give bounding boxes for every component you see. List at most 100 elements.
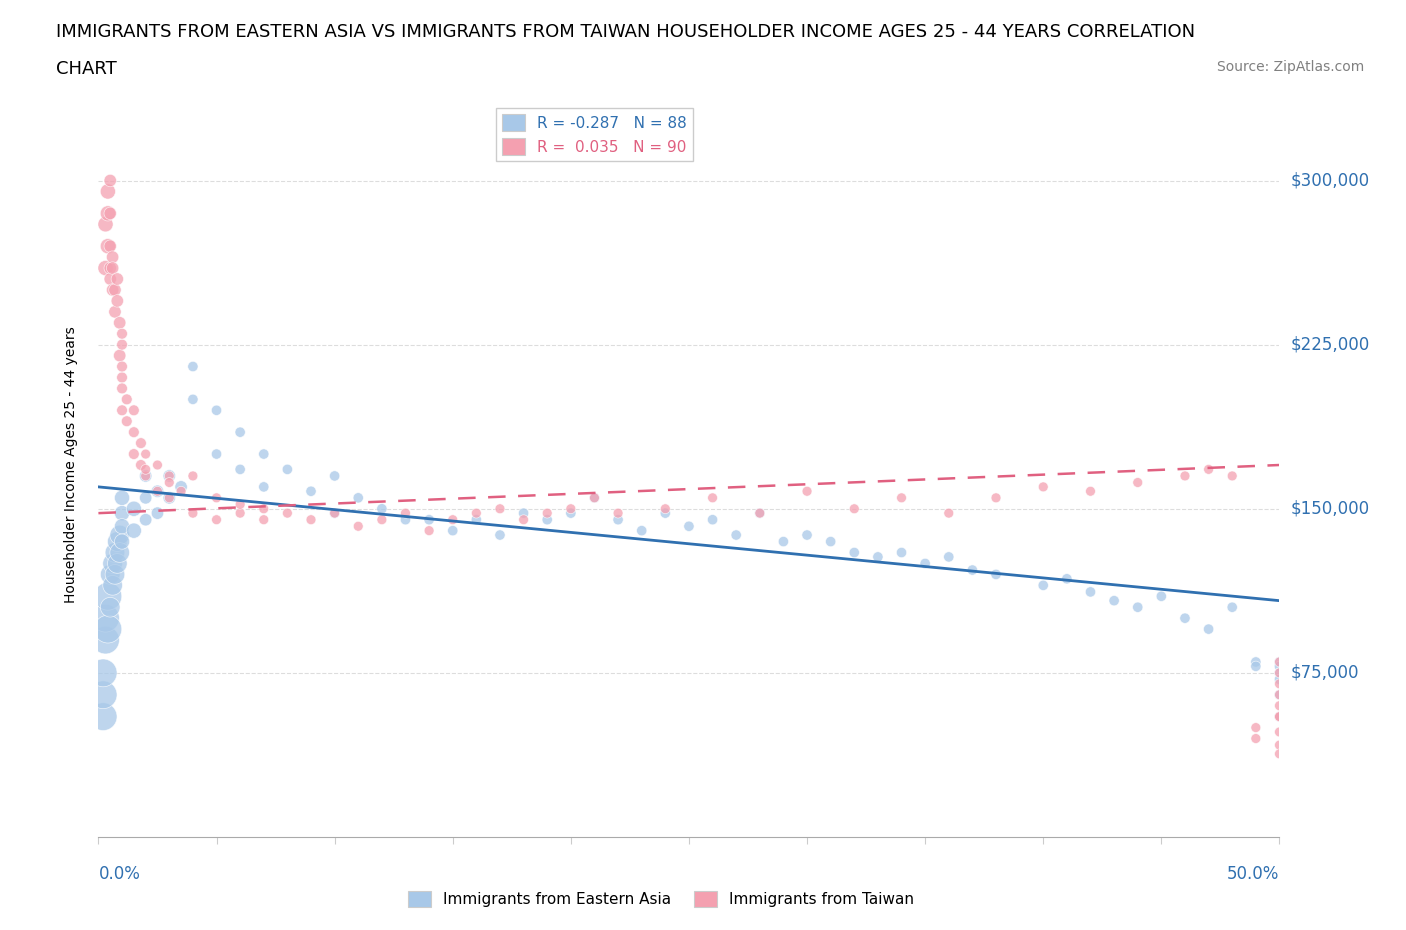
Point	[1244, 658, 1267, 673]
Point	[104, 304, 127, 319]
Text: $75,000: $75,000	[1291, 664, 1360, 682]
Point	[1244, 720, 1267, 735]
Point	[111, 338, 134, 352]
Point	[914, 556, 936, 571]
Point	[229, 425, 252, 440]
Point	[108, 348, 131, 363]
Point	[122, 524, 145, 538]
Point	[890, 545, 912, 560]
Point	[654, 506, 676, 521]
Point	[122, 425, 145, 440]
Point	[111, 490, 134, 505]
Point	[170, 480, 193, 495]
Point	[253, 512, 276, 527]
Point	[678, 519, 700, 534]
Point	[105, 556, 128, 571]
Point	[135, 512, 157, 527]
Point	[101, 249, 124, 264]
Point	[844, 501, 866, 516]
Point	[122, 403, 145, 418]
Point	[1080, 484, 1102, 498]
Point	[890, 490, 912, 505]
Point	[1268, 698, 1291, 713]
Point	[1268, 710, 1291, 724]
Point	[98, 206, 121, 220]
Y-axis label: Householder Income Ages 25 - 44 years: Householder Income Ages 25 - 44 years	[63, 326, 77, 604]
Point	[97, 621, 120, 636]
Point	[111, 326, 134, 341]
Point	[111, 519, 134, 534]
Point	[146, 506, 169, 521]
Point	[157, 475, 180, 490]
Point	[129, 458, 152, 472]
Point	[111, 359, 134, 374]
Point	[135, 469, 157, 484]
Point	[253, 480, 276, 495]
Point	[111, 370, 134, 385]
Point	[104, 283, 127, 298]
Point	[94, 217, 117, 232]
Point	[1032, 480, 1054, 495]
Text: 50.0%: 50.0%	[1227, 865, 1279, 883]
Point	[583, 490, 606, 505]
Point	[748, 506, 770, 521]
Point	[205, 446, 228, 461]
Point	[536, 512, 558, 527]
Point	[1126, 600, 1149, 615]
Point	[654, 501, 676, 516]
Point	[253, 446, 276, 461]
Point	[111, 381, 134, 396]
Point	[371, 501, 394, 516]
Point	[984, 490, 1007, 505]
Point	[560, 506, 582, 521]
Point	[115, 392, 138, 406]
Point	[135, 469, 157, 484]
Point	[1102, 593, 1125, 608]
Point	[205, 512, 228, 527]
Point	[1268, 710, 1291, 724]
Point	[938, 506, 960, 521]
Text: $150,000: $150,000	[1291, 499, 1369, 518]
Point	[299, 512, 322, 527]
Point	[323, 506, 346, 521]
Point	[607, 512, 630, 527]
Text: IMMIGRANTS FROM EASTERN ASIA VS IMMIGRANTS FROM TAIWAN HOUSEHOLDER INCOME AGES 2: IMMIGRANTS FROM EASTERN ASIA VS IMMIGRAN…	[56, 23, 1195, 41]
Point	[1268, 724, 1291, 739]
Point	[129, 435, 152, 450]
Point	[98, 567, 121, 582]
Point	[1150, 589, 1173, 604]
Text: Source: ZipAtlas.com: Source: ZipAtlas.com	[1216, 60, 1364, 74]
Point	[146, 484, 169, 498]
Point	[583, 490, 606, 505]
Point	[276, 462, 298, 477]
Point	[371, 512, 394, 527]
Point	[157, 490, 180, 505]
Point	[299, 484, 322, 498]
Legend: Immigrants from Eastern Asia, Immigrants from Taiwan: Immigrants from Eastern Asia, Immigrants…	[402, 884, 920, 913]
Point	[101, 556, 124, 571]
Point	[394, 506, 416, 521]
Point	[748, 506, 770, 521]
Point	[104, 567, 127, 582]
Text: CHART: CHART	[56, 60, 117, 78]
Point	[536, 506, 558, 521]
Point	[1220, 600, 1243, 615]
Point	[418, 524, 440, 538]
Text: $225,000: $225,000	[1291, 336, 1369, 353]
Point	[1198, 462, 1220, 477]
Point	[98, 272, 121, 286]
Point	[702, 512, 724, 527]
Point	[101, 283, 124, 298]
Legend: R = -0.287   N = 88, R =  0.035   N = 90: R = -0.287 N = 88, R = 0.035 N = 90	[496, 108, 693, 161]
Point	[1080, 584, 1102, 599]
Point	[962, 563, 984, 578]
Point	[347, 519, 370, 534]
Point	[1198, 621, 1220, 636]
Point	[105, 272, 128, 286]
Point	[1268, 655, 1291, 670]
Point	[98, 173, 121, 188]
Point	[1268, 655, 1291, 670]
Point	[111, 403, 134, 418]
Point	[229, 506, 252, 521]
Point	[181, 469, 204, 484]
